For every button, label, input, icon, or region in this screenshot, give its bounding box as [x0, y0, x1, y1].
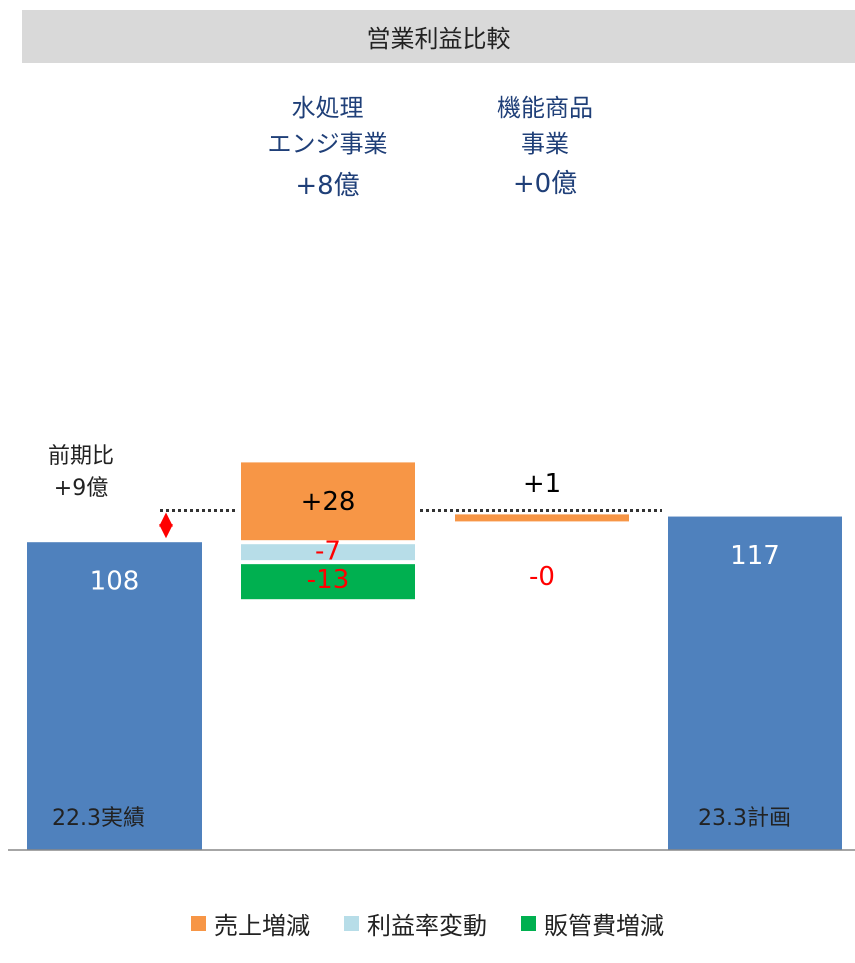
segment-name-line1: 水処理 — [291, 94, 364, 122]
yoy-arrow-head-bottom — [159, 524, 173, 539]
segment-total: +0億 — [512, 169, 578, 199]
legend-label: 利益率変動 — [367, 912, 487, 940]
bar-label-22-3: 108 — [90, 567, 140, 597]
bar-22-3-actual — [27, 542, 202, 850]
segment-header-water: 水処理 エンジ事業 +8億 — [240, 90, 415, 204]
yoy-note: 前期比 +9億 — [26, 441, 136, 505]
segment-total: +8億 — [295, 171, 360, 201]
bar-label-margin-functional: -0 — [529, 562, 555, 592]
legend: 売上増減 利益率変動 販管費増減 — [0, 906, 855, 941]
bar-label-margin-water: -7 — [315, 537, 341, 567]
bar-sales-change-functional — [455, 514, 629, 522]
chart-title: 営業利益比較 — [22, 10, 855, 63]
bar-label-sales-functional: +1 — [523, 469, 561, 499]
bar-23-3-plan — [668, 516, 842, 850]
yoy-note-line2: +9億 — [53, 476, 109, 501]
legend-label: 販管費増減 — [544, 912, 664, 940]
legend-item-sales: 売上増減 — [191, 906, 310, 941]
category-label-23-3: 23.3計画 — [698, 806, 791, 831]
bar-margin-change-water — [241, 544, 415, 561]
bar-label-sales-water: +28 — [301, 487, 356, 517]
bar-label-sga-water: -13 — [307, 565, 349, 595]
segment-name-line2: 事業 — [521, 130, 569, 158]
legend-swatch-margin — [344, 916, 359, 931]
legend-swatch-sga — [521, 916, 536, 931]
bar-sga-change-water — [241, 564, 415, 600]
legend-item-margin: 利益率変動 — [344, 906, 487, 941]
legend-swatch-sales — [191, 916, 206, 931]
category-label-22-3: 22.3実績 — [52, 806, 145, 831]
legend-item-sga: 販管費増減 — [521, 906, 664, 941]
bar-sales-change-water — [241, 462, 415, 541]
segment-name-line2: エンジ事業 — [267, 130, 388, 158]
bar-label-23-3: 117 — [730, 541, 780, 571]
legend-label: 売上増減 — [214, 912, 310, 940]
yoy-note-line1: 前期比 — [47, 444, 114, 469]
segment-header-functional: 機能商品 事業 +0億 — [440, 90, 650, 202]
yoy-arrow-head-top — [159, 512, 173, 527]
segment-name-line1: 機能商品 — [497, 94, 593, 122]
